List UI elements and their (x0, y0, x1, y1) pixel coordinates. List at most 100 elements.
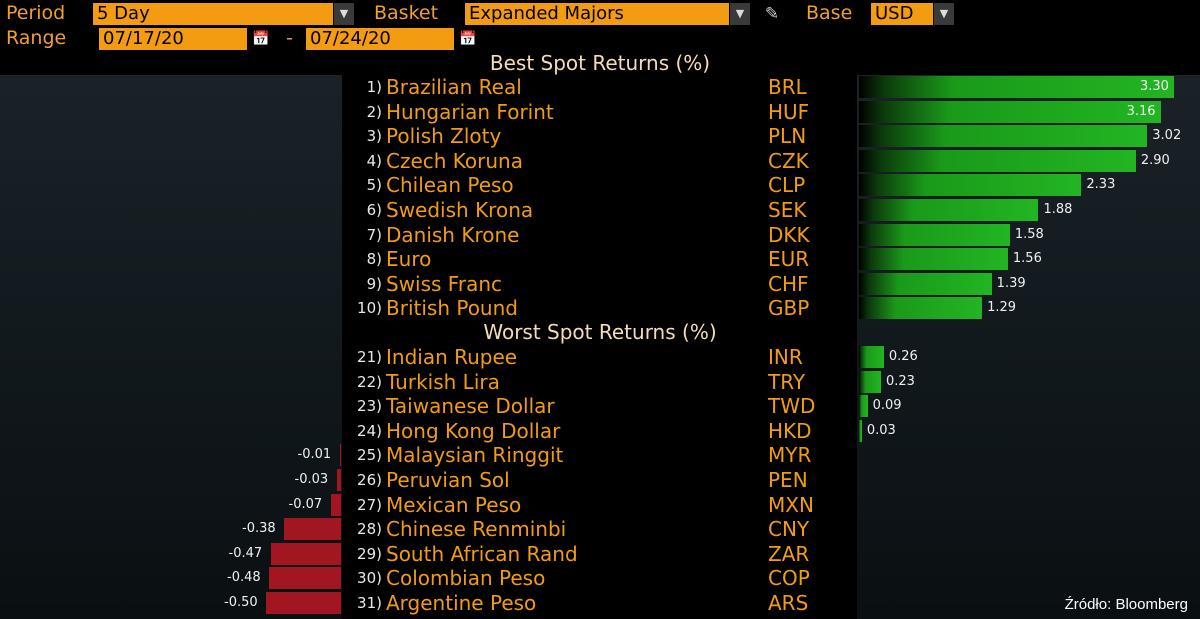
positive-bar (859, 125, 1148, 148)
rank-label: 28) (357, 520, 382, 539)
currency-name[interactable]: Turkish Lira (386, 369, 500, 394)
currency-code: HUF (768, 99, 810, 124)
currency-name[interactable]: Colombian Peso (386, 566, 546, 591)
currency-name[interactable]: Czech Koruna (386, 148, 523, 173)
currency-name[interactable]: Taiwanese Dollar (386, 394, 555, 419)
list-item[interactable]: 25) Malaysian Ringgit MYR -0.01 (0, 443, 1200, 467)
currency-code: HKD (768, 418, 812, 443)
list-item[interactable]: 10) British Pound GBP 1.29 (0, 296, 1200, 320)
range-to-input[interactable]: 07/24/20 (306, 28, 454, 50)
currency-name[interactable]: British Pound (386, 296, 518, 321)
currency-name[interactable]: Hong Kong Dollar (386, 418, 561, 443)
rank-label: 4) (366, 151, 382, 170)
list-item[interactable]: 8) Euro EUR 1.56 (0, 247, 1200, 271)
rank-label: 10) (357, 299, 382, 318)
rank-label: 22) (357, 372, 382, 391)
value-label: 1.56 (1012, 251, 1042, 267)
base-select[interactable]: USD (871, 3, 933, 25)
currency-code: MXN (768, 492, 814, 517)
list-item[interactable]: 21) Indian Rupee INR 0.26 (0, 345, 1200, 369)
rank-label: 1) (366, 78, 382, 96)
list-item[interactable]: 1) Brazilian Real BRL 3.30 (0, 75, 1200, 99)
currency-name[interactable]: Brazilian Real (386, 75, 522, 99)
list-item[interactable]: 28) Chinese Renminbi CNY -0.38 (0, 517, 1200, 541)
base-label: Base (806, 2, 853, 24)
currency-code: SEK (768, 198, 807, 222)
list-item[interactable]: 7) Danish Krone DKK 1.58 (0, 223, 1200, 247)
currency-name[interactable]: Mexican Peso (386, 492, 522, 517)
currency-name[interactable]: Malaysian Ringgit (386, 443, 564, 468)
base-chevron-down-icon[interactable]: ▼ (934, 3, 954, 25)
list-item[interactable]: 24) Hong Kong Dollar HKD 0.03 (0, 419, 1200, 443)
value-label: 2.90 (1140, 152, 1170, 168)
list-item[interactable]: 22) Turkish Lira TRY 0.23 (0, 370, 1200, 394)
currency-name[interactable]: Swiss Franc (386, 271, 503, 296)
rank-label: 27) (357, 495, 382, 514)
currency-code: MYR (768, 443, 812, 468)
basket-label: Basket (374, 2, 439, 24)
positive-bar (859, 223, 1010, 246)
value-label: 1.29 (987, 300, 1017, 316)
currency-code: EUR (768, 247, 810, 272)
list-item[interactable]: 30) Colombian Peso COP -0.48 (0, 566, 1200, 590)
positive-bar (859, 199, 1039, 221)
value-label: -0.50 (224, 595, 258, 610)
value-label: -0.01 (297, 447, 332, 463)
currency-name[interactable]: Swedish Krona (386, 198, 534, 222)
currency-name[interactable]: Danish Krone (386, 222, 520, 247)
list-item[interactable]: 31) Argentine Peso ARS -0.50 (0, 591, 1200, 615)
worst-returns-title: Worst Spot Returns (%) (483, 320, 717, 344)
value-label: 3.30 (1140, 79, 1169, 94)
toolbar-row-2: Range 07/17/20 📅 - 07/24/20 📅 (0, 26, 1200, 52)
best-returns-title: Best Spot Returns (%) (489, 51, 711, 75)
rank-label: 3) (366, 127, 382, 146)
list-item[interactable]: 29) South African Rand ZAR -0.47 (0, 542, 1200, 566)
period-chevron-down-icon[interactable]: ▼ (334, 3, 354, 25)
basket-chevron-down-icon[interactable]: ▼ (730, 3, 750, 25)
currency-code: INR (768, 345, 803, 369)
rank-label: 2) (366, 102, 382, 121)
list-item[interactable]: 2) Hungarian Forint HUF 3.16 (0, 100, 1200, 124)
period-select[interactable]: 5 Day (93, 3, 333, 25)
value-label: 0.26 (888, 349, 918, 364)
list-item[interactable]: 5) Chilean Peso CLP 2.33 (0, 173, 1200, 197)
positive-bar (859, 248, 1008, 271)
currency-code: ARS (768, 591, 809, 615)
positive-bar (859, 174, 1082, 197)
basket-select[interactable]: Expanded Majors (465, 3, 729, 25)
list-item[interactable]: 23) Taiwanese Dollar TWD 0.09 (0, 394, 1200, 418)
positive-bar (859, 100, 1161, 123)
value-label: 2.33 (1086, 177, 1116, 193)
currency-name[interactable]: Peruvian Sol (386, 468, 510, 492)
list-item[interactable]: 27) Mexican Peso MXN -0.07 (0, 493, 1200, 517)
list-item[interactable]: 26) Peruvian Sol PEN -0.03 (0, 468, 1200, 492)
rank-label: 25) (357, 446, 382, 465)
pencil-icon[interactable]: ✎ (764, 4, 780, 24)
list-item[interactable]: 9) Swiss Franc CHF 1.39 (0, 272, 1200, 296)
currency-name[interactable]: Polish Zloty (386, 124, 502, 149)
value-label: 0.03 (866, 422, 896, 438)
list-item[interactable]: 4) Czech Koruna CZK 2.90 (0, 149, 1200, 173)
rank-label: 24) (357, 421, 382, 440)
positive-bar (859, 272, 992, 295)
currency-name[interactable]: Chinese Renminbi (386, 517, 567, 542)
list-item[interactable]: 6) Swedish Krona SEK 1.88 (0, 198, 1200, 222)
list-item[interactable]: 3) Polish Zloty PLN 3.02 (0, 124, 1200, 148)
rank-label: 23) (357, 397, 382, 416)
negative-bar (284, 518, 341, 541)
currency-name[interactable]: Indian Rupee (386, 345, 518, 369)
positive-bar (859, 149, 1136, 172)
negative-bar (270, 542, 341, 565)
currency-name[interactable]: Argentine Peso (386, 591, 537, 615)
value-label: -0.07 (288, 496, 323, 512)
currency-name[interactable]: Hungarian Forint (386, 99, 554, 124)
value-label: 1.58 (1014, 226, 1044, 242)
positive-bar (859, 346, 884, 368)
currency-name[interactable]: South African Rand (386, 541, 578, 566)
calendar-from-icon[interactable]: 📅 (252, 31, 270, 47)
calendar-to-icon[interactable]: 📅 (459, 31, 477, 47)
value-label: 0.23 (885, 373, 915, 389)
currency-name[interactable]: Chilean Peso (386, 173, 514, 198)
currency-name[interactable]: Euro (386, 247, 432, 272)
range-from-input[interactable]: 07/17/20 (99, 28, 247, 50)
